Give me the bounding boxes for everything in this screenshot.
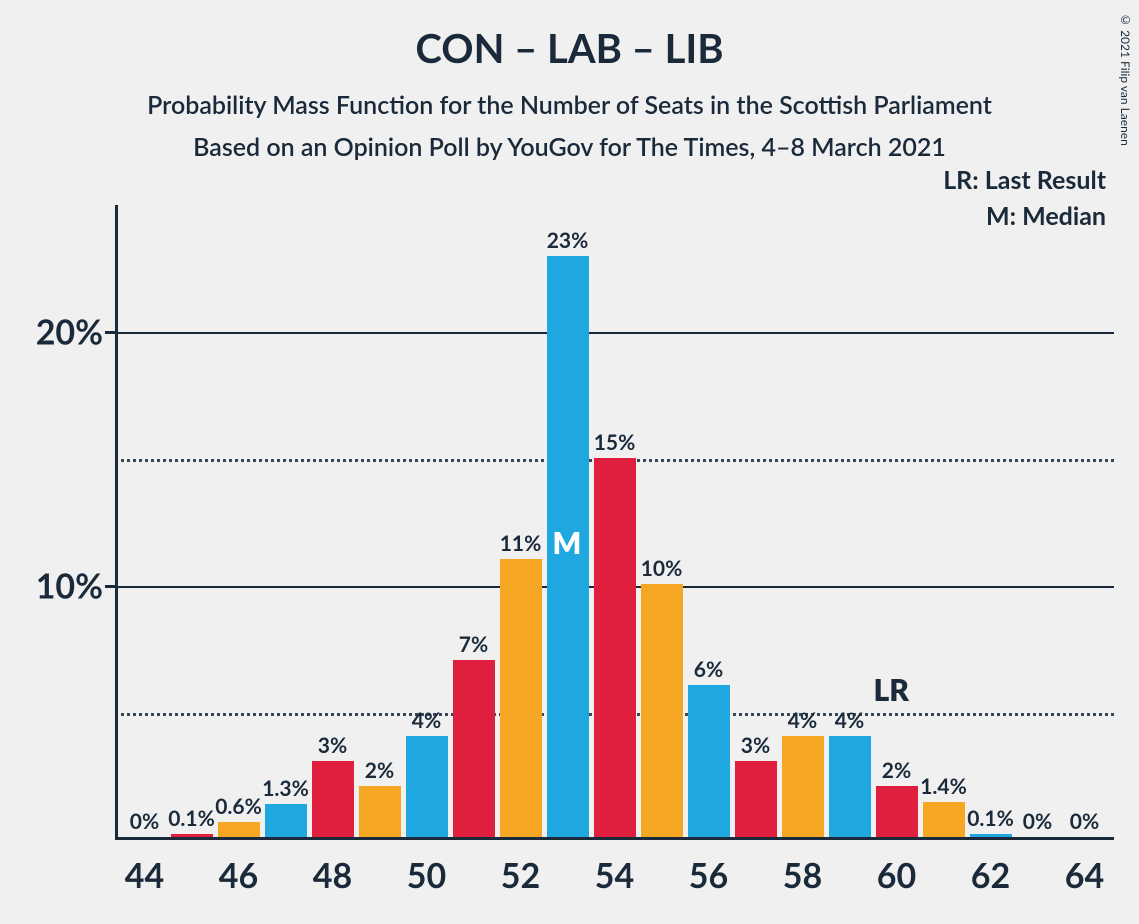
x-tick-label: 44 xyxy=(125,840,164,896)
bar-value-label: 4% xyxy=(412,708,441,733)
chart-subtitle-2: Based on an Opinion Poll by YouGov for T… xyxy=(0,132,1139,162)
bar-value-label: 23% xyxy=(547,228,589,253)
bar xyxy=(312,761,354,837)
bar-value-label: 0% xyxy=(1070,809,1099,834)
bar xyxy=(688,685,730,837)
bar-value-label: 1.3% xyxy=(262,776,309,801)
bar xyxy=(641,584,683,837)
x-tick-label: 62 xyxy=(971,840,1010,896)
bar-value-label: 15% xyxy=(594,430,636,455)
bar xyxy=(265,804,307,837)
bar xyxy=(782,736,824,837)
y-tick-label: 20% xyxy=(36,312,115,353)
bar xyxy=(218,822,260,837)
y-axis xyxy=(115,205,118,840)
copyright-text: © 2021 Filip van Laenen xyxy=(1118,12,1133,146)
bar-value-label: 10% xyxy=(641,556,683,581)
bar-value-label: 0.1% xyxy=(168,806,215,831)
bar-value-label: 7% xyxy=(459,632,488,657)
x-tick-label: 60 xyxy=(877,840,916,896)
bar-value-label: 2% xyxy=(365,758,394,783)
bar-value-label: 6% xyxy=(694,657,723,682)
bar-value-label: 4% xyxy=(788,708,817,733)
bar-value-label: 0.1% xyxy=(967,806,1014,831)
bar xyxy=(500,559,542,837)
x-tick-label: 54 xyxy=(595,840,634,896)
x-tick-label: 52 xyxy=(501,840,540,896)
bar xyxy=(406,736,448,837)
bar xyxy=(359,786,401,837)
chart-plot-area: 10%20%44464850525456586062640%0.1%0.6%1.… xyxy=(115,205,1114,840)
bar xyxy=(735,761,777,837)
bar-value-label: 0.6% xyxy=(215,794,262,819)
bar-value-label: 0% xyxy=(1023,809,1052,834)
legend-last-result: LR: Last Result xyxy=(943,165,1106,195)
bar-value-label: 0% xyxy=(130,809,159,834)
gridline xyxy=(115,332,1114,334)
y-tick-mark xyxy=(105,331,115,334)
chart-subtitle-1: Probability Mass Function for the Number… xyxy=(0,90,1139,120)
x-tick-label: 48 xyxy=(313,840,352,896)
bar xyxy=(171,834,213,837)
bar-value-label: 3% xyxy=(318,733,347,758)
y-tick-mark xyxy=(105,585,115,588)
x-tick-label: 50 xyxy=(407,840,446,896)
x-tick-label: 56 xyxy=(689,840,728,896)
bar xyxy=(829,736,871,837)
x-tick-label: 58 xyxy=(783,840,822,896)
bar xyxy=(970,834,1012,837)
bar-value-label: 4% xyxy=(835,708,864,733)
bar xyxy=(453,660,495,837)
chart-title: CON – LAB – LIB xyxy=(0,0,1139,72)
bar-value-label: 3% xyxy=(741,733,770,758)
bar xyxy=(594,458,636,837)
x-tick-label: 64 xyxy=(1065,840,1104,896)
bar xyxy=(923,802,965,837)
bar xyxy=(876,786,918,837)
y-tick-label: 10% xyxy=(36,566,115,607)
legend-median: M: Median xyxy=(986,201,1106,231)
bar-value-label: 1.4% xyxy=(920,774,967,799)
bar-value-label: 11% xyxy=(500,531,542,556)
median-marker: M xyxy=(553,525,582,561)
bar-value-label: 2% xyxy=(882,758,911,783)
x-tick-label: 46 xyxy=(219,840,258,896)
last-result-marker: LR xyxy=(874,672,909,708)
